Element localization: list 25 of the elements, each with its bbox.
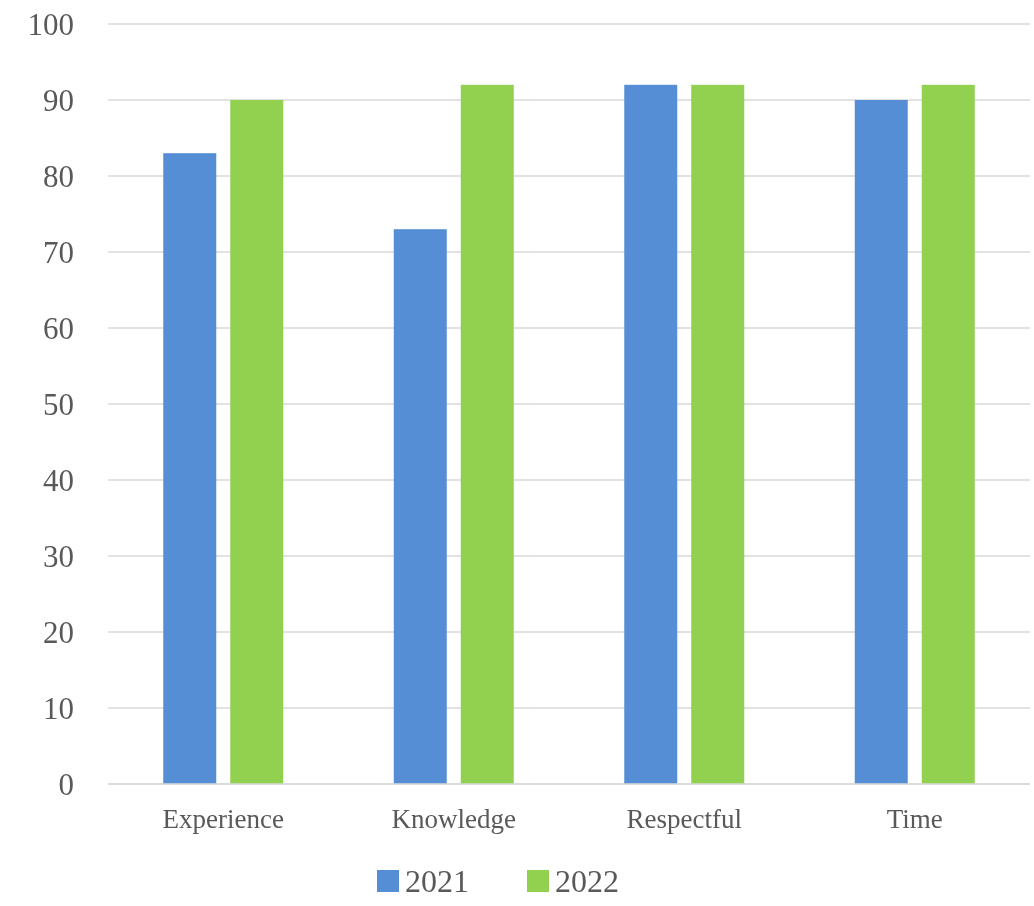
legend-label: 2021 <box>405 863 469 899</box>
y-tick-label: 60 <box>43 310 74 346</box>
bar <box>854 100 908 784</box>
x-tick-label: Respectful <box>626 804 742 834</box>
y-tick-label: 50 <box>43 386 74 422</box>
bar <box>624 84 678 784</box>
bar <box>163 153 217 784</box>
y-tick-label: 80 <box>43 158 74 194</box>
bar <box>393 229 447 784</box>
y-tick-label: 90 <box>43 82 74 118</box>
legend-label: 2022 <box>555 863 619 899</box>
x-tick-label: Knowledge <box>391 804 516 834</box>
x-tick-label: Experience <box>162 804 284 834</box>
y-tick-label: 10 <box>43 690 74 726</box>
bar <box>230 100 284 784</box>
y-tick-label: 100 <box>27 6 74 42</box>
bar <box>921 84 975 784</box>
x-tick-label: Time <box>886 804 943 834</box>
bar <box>460 84 514 784</box>
y-tick-label: 20 <box>43 614 74 650</box>
y-tick-label: 30 <box>43 538 74 574</box>
y-tick-label: 0 <box>58 766 74 802</box>
bar <box>691 84 745 784</box>
y-tick-label: 70 <box>43 234 74 270</box>
y-tick-label: 40 <box>43 462 74 498</box>
